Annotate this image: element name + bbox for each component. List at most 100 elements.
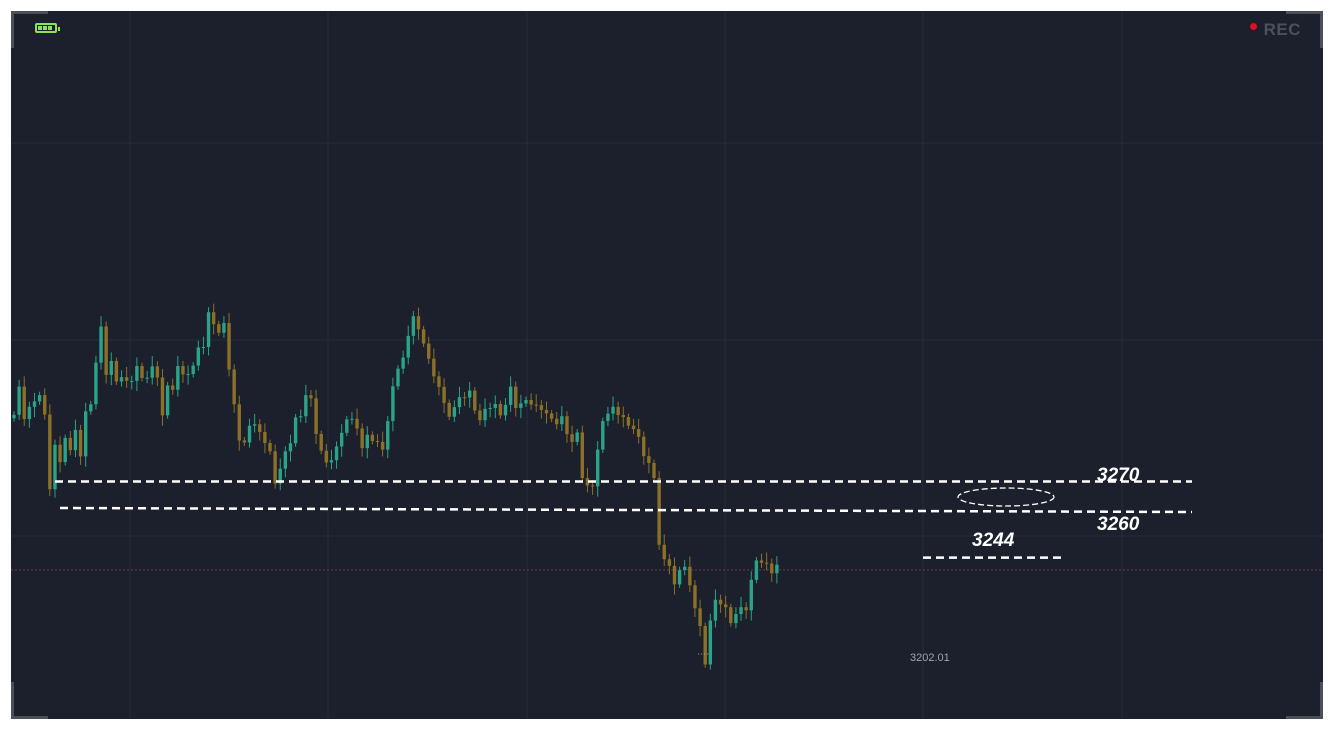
candle-body (299, 416, 303, 418)
candle (739, 596, 743, 621)
candle-body (754, 560, 759, 580)
candle (457, 386, 462, 414)
candle (375, 434, 380, 448)
candle-body (104, 326, 108, 375)
candle (165, 382, 170, 419)
candle-body (89, 404, 93, 412)
chart-grid (11, 11, 1323, 719)
viewfinder-corner-bottom-left (11, 682, 48, 719)
candle (529, 393, 533, 410)
candle (217, 320, 221, 337)
candle (508, 376, 513, 412)
candle (708, 613, 713, 670)
candle (775, 556, 779, 584)
candle (565, 411, 569, 443)
candle (145, 370, 149, 384)
candle (759, 553, 764, 568)
candle (396, 365, 400, 390)
candle (309, 390, 313, 407)
candle (432, 348, 436, 384)
candle-body (211, 312, 216, 325)
candle-body (708, 620, 713, 665)
candle-body (652, 462, 656, 479)
candle-body (319, 433, 323, 451)
candle-body (324, 450, 329, 463)
candle-body (421, 329, 426, 344)
candle-body (519, 403, 523, 408)
candle-body (503, 404, 508, 416)
candle-body (488, 407, 492, 409)
candle-body (580, 432, 585, 479)
candle (544, 401, 549, 424)
candle (723, 595, 728, 618)
candle (749, 571, 753, 621)
candle-body (191, 365, 195, 375)
candle (278, 458, 282, 491)
candle-body (227, 323, 231, 370)
candle (729, 603, 733, 627)
candle (68, 431, 73, 456)
candle-body (119, 377, 124, 382)
candle (329, 449, 334, 470)
candle-body (258, 424, 262, 432)
candle (473, 387, 477, 414)
candle (401, 350, 405, 374)
candle (43, 388, 47, 420)
candle (718, 594, 723, 613)
candle (58, 436, 62, 473)
candle (386, 415, 390, 459)
candle (324, 443, 329, 468)
candle-body (595, 449, 600, 487)
candle-body (590, 485, 595, 487)
candle-body (770, 563, 774, 574)
candle (293, 413, 298, 447)
candle-body (329, 460, 334, 463)
candle (601, 417, 605, 453)
candle-body (749, 579, 753, 611)
candle-body (206, 312, 211, 347)
candle (237, 395, 241, 451)
candle (211, 303, 216, 335)
candle-body (406, 335, 410, 358)
candle-body (626, 417, 631, 426)
candle (642, 431, 646, 465)
candle (94, 355, 98, 410)
candle-body (140, 366, 144, 379)
candle-body (601, 421, 605, 450)
candle (478, 403, 482, 426)
candle-body (514, 386, 518, 408)
candle (462, 392, 467, 406)
record-dot-icon (1250, 23, 1257, 30)
candle (242, 437, 247, 446)
candle-body (355, 418, 359, 429)
candle (647, 447, 651, 474)
candle-body (12, 414, 16, 419)
candle-body (427, 343, 431, 359)
candle-body (186, 374, 190, 376)
candle (631, 418, 636, 435)
candle-body (703, 625, 707, 665)
candle-body (672, 565, 677, 585)
candle (713, 589, 718, 628)
candle-body (171, 385, 175, 390)
candle (652, 459, 656, 482)
candle-body (473, 390, 477, 411)
candle (186, 365, 190, 385)
candle-body (508, 386, 513, 405)
candle-body (642, 436, 646, 457)
candle (391, 377, 395, 432)
candle-body (263, 431, 267, 444)
candle (345, 415, 349, 437)
candle-body (498, 403, 503, 416)
candle (560, 405, 564, 432)
candle (421, 325, 426, 347)
candle-body (442, 386, 446, 403)
candle-body (135, 366, 139, 381)
candle (355, 408, 359, 436)
candle (83, 402, 88, 467)
candle-body (27, 406, 32, 420)
candle (703, 622, 707, 668)
viewfinder-corner-top-right (1286, 11, 1323, 48)
candle-body (555, 418, 559, 425)
candle-body (452, 407, 457, 417)
